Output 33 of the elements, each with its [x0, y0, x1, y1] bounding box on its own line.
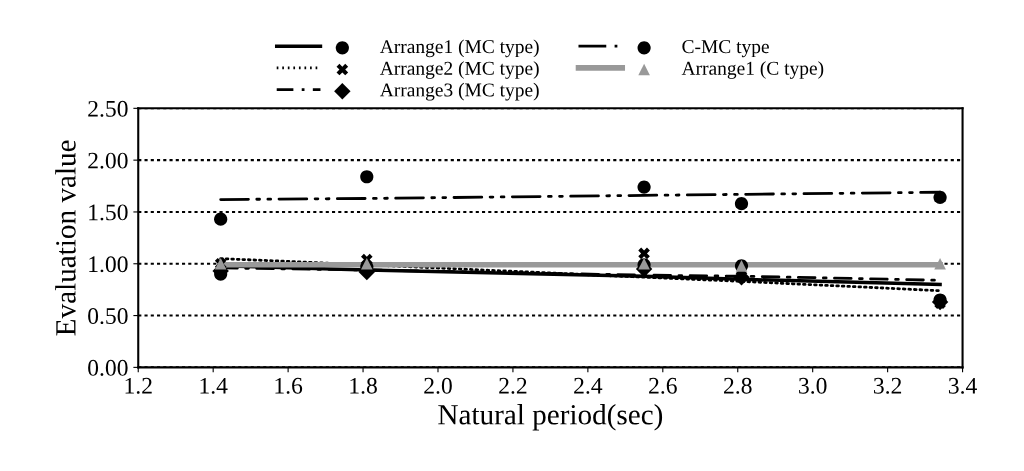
point: [933, 190, 947, 205]
x-tick-label: 2.2: [499, 377, 527, 394]
point: [637, 180, 651, 194]
point: [638, 247, 650, 260]
legend-label: C-MC type: [682, 40, 769, 58]
y-axis-title: Evaluation value: [55, 140, 76, 336]
point: [734, 197, 749, 211]
legend-label: Arrange1 (C type): [681, 61, 824, 79]
legend-label: Arrange3 (MC type): [379, 82, 539, 101]
point: [360, 170, 374, 184]
point: [214, 212, 228, 226]
y-tick-label: 0.50: [88, 308, 128, 325]
x-tick-label: 3.2: [873, 377, 902, 394]
y-tick-label: 1.00: [89, 256, 128, 273]
x-axis-title: Natural period(sec): [438, 404, 663, 431]
x-tick-label: 1.2: [125, 377, 152, 394]
x-tick-label: 1.4: [200, 377, 228, 394]
x-tick-label: 1.6: [275, 377, 303, 394]
x-tick-label: 3.0: [799, 377, 827, 394]
x-tick-label: 1.8: [350, 377, 377, 394]
y-tick-label: 2.00: [88, 152, 128, 169]
x-tick-label: 2.0: [424, 377, 452, 394]
x-tick-label: 2.4: [574, 377, 603, 394]
x-tick-label: 2.6: [649, 377, 677, 394]
x-tick-label: 2.8: [724, 377, 752, 394]
legend-label: Arrange2 (MC type): [379, 61, 539, 79]
point: [934, 257, 946, 270]
x-tick-label: 3.4: [948, 377, 977, 394]
y-tick-label: 1.50: [89, 204, 128, 221]
y-tick-label: 0.00: [88, 359, 128, 376]
legend-label: Arrange1 (MC type): [379, 39, 539, 58]
y-tick-label: 2.50: [88, 100, 128, 117]
point: [360, 257, 373, 270]
